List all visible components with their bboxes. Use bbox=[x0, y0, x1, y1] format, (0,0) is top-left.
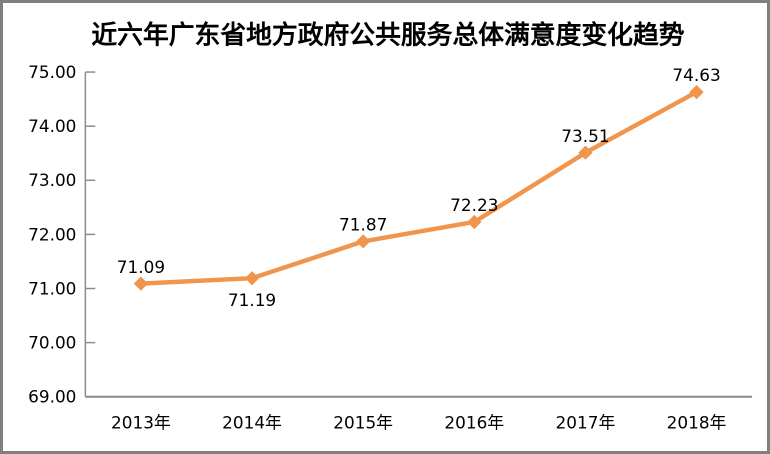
x-tick-label: 2017年 bbox=[556, 412, 616, 432]
x-tick-label: 2015年 bbox=[333, 412, 393, 432]
chart-title: 近六年广东省地方政府公共服务总体满意度变化趋势 bbox=[91, 20, 684, 51]
data-point-marker bbox=[244, 271, 260, 286]
axes bbox=[84, 72, 753, 398]
line-chart: 近六年广东省地方政府公共服务总体满意度变化趋势 75.0074.0073.007… bbox=[28, 20, 753, 432]
y-axis-ticks: 75.00 74.00 73.00 72.00 71.00 70.00 69.00 bbox=[28, 62, 96, 407]
data-point-label: 71.19 bbox=[228, 290, 276, 310]
data-point-marker bbox=[133, 276, 149, 291]
y-tick-label: 73.00 bbox=[28, 170, 76, 190]
data-point-marker bbox=[689, 84, 704, 100]
series-line bbox=[138, 89, 699, 286]
y-tick-label: 74.00 bbox=[28, 116, 76, 136]
x-tick-label: 2016年 bbox=[444, 412, 504, 432]
y-tick-label: 75.00 bbox=[28, 62, 76, 82]
data-point-marker bbox=[467, 214, 482, 230]
x-tick-label: 2013年 bbox=[111, 412, 171, 432]
x-tick-label: 2018年 bbox=[667, 412, 727, 432]
data-point-marker bbox=[356, 234, 371, 249]
y-tick-label: 69.00 bbox=[28, 387, 76, 407]
data-labels: 71.09 71.19 71.87 72.23 73.51 74.63 bbox=[117, 65, 721, 310]
data-point-label: 71.09 bbox=[117, 257, 165, 277]
y-tick-label: 71.00 bbox=[28, 278, 76, 298]
data-point-marker bbox=[578, 145, 593, 160]
x-axis-labels: 2013年 2014年 2015年 2016年 2017年 2018年 bbox=[111, 412, 727, 432]
data-series bbox=[133, 84, 704, 291]
y-tick-label: 72.00 bbox=[28, 224, 76, 244]
data-point-label: 71.87 bbox=[339, 215, 387, 235]
data-point-label: 73.51 bbox=[561, 126, 609, 146]
data-point-label: 72.23 bbox=[450, 195, 498, 215]
x-tick-label: 2014年 bbox=[222, 412, 282, 432]
y-tick-label: 70.00 bbox=[28, 333, 76, 353]
data-point-label: 74.63 bbox=[672, 65, 720, 85]
